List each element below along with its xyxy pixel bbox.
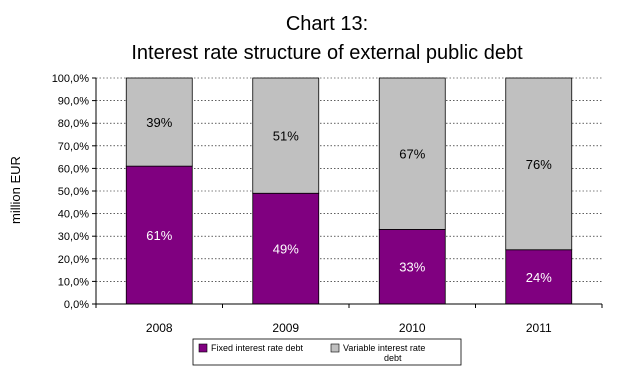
y-tick-label: 90,0% bbox=[58, 96, 89, 108]
bar-segment-fixed bbox=[378, 229, 446, 305]
data-label: 39% bbox=[146, 115, 172, 130]
y-tick-label: 100,0% bbox=[52, 73, 90, 85]
data-label: 51% bbox=[273, 129, 299, 144]
y-tick-label: 10,0% bbox=[58, 276, 89, 288]
data-label: 67% bbox=[399, 147, 425, 162]
bar-segment-variable bbox=[378, 77, 446, 230]
data-label: 33% bbox=[399, 260, 425, 275]
axes bbox=[92, 77, 603, 308]
legend-label-fixed: Fixed interest rate debt bbox=[211, 343, 304, 353]
bar-segment-variable bbox=[505, 77, 573, 251]
data-label: 76% bbox=[526, 157, 552, 172]
legend-label-variable: Variable interest rate debt bbox=[343, 343, 425, 363]
y-tick-label: 70,0% bbox=[58, 141, 89, 153]
x-tick-label: 2008 bbox=[146, 321, 173, 335]
x-tick-label: 2011 bbox=[526, 321, 552, 335]
tick-labels: 0,0% 10,0% 20,0% 30,0% 40,0% 50,0% 60,0% 70,0% 8… bbox=[52, 73, 552, 335]
y-axis-label: million EUR bbox=[8, 156, 23, 224]
y-tick-label: 80,0% bbox=[58, 118, 89, 130]
legend-box bbox=[192, 338, 462, 366]
legend-swatch-variable bbox=[330, 343, 340, 353]
y-tick-label: 30,0% bbox=[58, 231, 89, 243]
y-tick-label: 50,0% bbox=[58, 186, 89, 198]
chart-title-line-2: Interest rate structure of external publ… bbox=[131, 42, 523, 64]
y-tick-label: 20,0% bbox=[58, 254, 89, 266]
x-tick-label: 2010 bbox=[399, 321, 426, 335]
y-tick-label: 60,0% bbox=[58, 163, 89, 175]
legend-swatch-fixed bbox=[198, 343, 208, 353]
data-label: 61% bbox=[146, 228, 172, 243]
x-tick-label: 2009 bbox=[272, 321, 299, 335]
y-tick-label: 40,0% bbox=[58, 209, 89, 221]
y-tick-label: 0,0% bbox=[64, 299, 89, 311]
data-label: 49% bbox=[273, 242, 299, 257]
data-label: 24% bbox=[526, 270, 552, 285]
bar-segment-fixed bbox=[125, 165, 193, 305]
chart-title-line-1: Chart 13: bbox=[286, 13, 368, 35]
bar-segment-variable bbox=[125, 77, 193, 167]
legend: Fixed interest rate debt Variable interes… bbox=[192, 338, 462, 366]
bar-segment-variable bbox=[252, 77, 320, 194]
